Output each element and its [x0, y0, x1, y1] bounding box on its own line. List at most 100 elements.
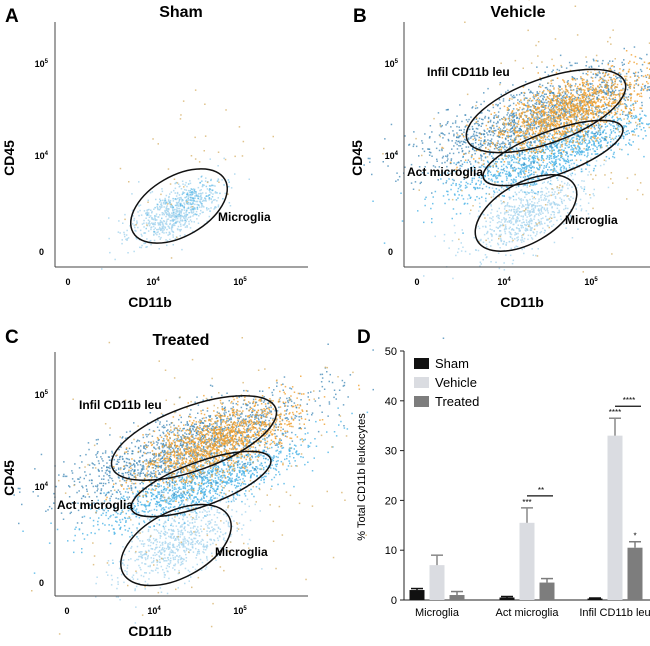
event-dot — [539, 84, 541, 86]
event-dot — [559, 197, 561, 199]
event-dot — [443, 183, 445, 185]
event-dot — [513, 196, 515, 198]
event-dot — [550, 220, 552, 222]
event-dot — [571, 163, 573, 165]
event-dot — [478, 180, 480, 182]
event-dot — [513, 224, 515, 226]
event-dot — [509, 189, 511, 191]
event-dot — [641, 71, 643, 73]
event-dot — [461, 242, 463, 244]
event-dot — [525, 105, 527, 107]
event-dot — [634, 84, 636, 86]
event-dot — [519, 158, 521, 160]
event-dot — [530, 126, 532, 128]
event-dot — [544, 197, 546, 199]
event-dot — [555, 159, 557, 161]
event-dot — [445, 182, 447, 184]
event-dot — [619, 72, 621, 74]
event-dot — [426, 162, 428, 164]
event-dot — [512, 84, 514, 86]
event-dot — [146, 210, 148, 212]
x-tick-label: 105 — [233, 277, 247, 287]
event-dot — [179, 212, 181, 214]
event-dot — [171, 212, 173, 214]
event-dot — [561, 142, 563, 144]
event-dot — [621, 84, 623, 86]
event-dot — [472, 126, 474, 128]
event-dot — [529, 147, 531, 149]
event-dot — [422, 148, 424, 150]
event-dot — [508, 157, 510, 159]
event-dot — [479, 187, 481, 189]
event-dot — [506, 244, 508, 246]
event-dot — [551, 112, 553, 114]
event-dot — [534, 133, 536, 135]
event-dot — [553, 194, 555, 196]
event-dot — [171, 229, 173, 231]
event-dot — [197, 208, 199, 210]
event-dot — [120, 168, 122, 170]
event-dot — [505, 138, 507, 140]
event-dot — [629, 144, 631, 146]
event-dot — [173, 214, 175, 216]
event-dot — [505, 91, 507, 93]
event-dot — [515, 179, 517, 181]
event-dot — [202, 184, 204, 186]
event-dot — [199, 161, 201, 163]
event-dot — [557, 78, 559, 80]
event-dot — [510, 94, 512, 96]
event-dot — [479, 206, 481, 208]
event-dot — [566, 152, 568, 154]
event-dot — [198, 204, 200, 206]
event-dot — [372, 201, 374, 203]
event-dot — [441, 150, 443, 152]
event-dot — [551, 155, 553, 157]
event-dot — [601, 86, 603, 88]
event-dot — [479, 137, 481, 139]
event-dot — [546, 66, 548, 68]
event-dot — [582, 140, 584, 142]
event-dot — [562, 115, 564, 117]
event-dot — [480, 137, 482, 139]
event-dot — [504, 208, 506, 210]
event-dot — [512, 96, 513, 98]
event-dot — [535, 198, 537, 200]
event-dot — [545, 230, 547, 232]
event-dot — [541, 143, 543, 145]
event-dot — [583, 118, 585, 120]
event-dot — [510, 227, 512, 229]
event-dot — [423, 275, 425, 277]
event-dot — [544, 141, 546, 143]
event-dot — [456, 126, 458, 128]
event-dot — [205, 200, 207, 202]
event-dot — [549, 150, 551, 152]
event-dot — [146, 238, 148, 240]
event-dot — [505, 173, 507, 175]
event-dot — [176, 216, 178, 218]
event-dot — [515, 138, 517, 140]
event-dot — [518, 152, 520, 154]
event-dot — [525, 171, 527, 173]
event-dot — [582, 78, 584, 80]
event-dot — [131, 193, 133, 195]
event-dot — [533, 157, 535, 159]
event-dot — [497, 105, 499, 107]
event-dot — [369, 158, 371, 160]
event-dot — [643, 156, 645, 158]
event-dot — [126, 240, 128, 242]
event-dot — [612, 61, 614, 63]
event-dot — [566, 145, 568, 147]
event-dot — [537, 153, 539, 155]
event-dot — [505, 158, 507, 160]
event-dot — [585, 65, 587, 67]
event-dot — [177, 202, 179, 204]
event-dot — [529, 220, 531, 222]
event-dot — [499, 137, 501, 139]
event-dot — [639, 57, 641, 59]
event-dot — [573, 89, 575, 91]
event-dot — [595, 108, 597, 110]
event-dot — [536, 214, 538, 216]
event-dot — [611, 105, 613, 107]
event-dot — [589, 146, 591, 148]
